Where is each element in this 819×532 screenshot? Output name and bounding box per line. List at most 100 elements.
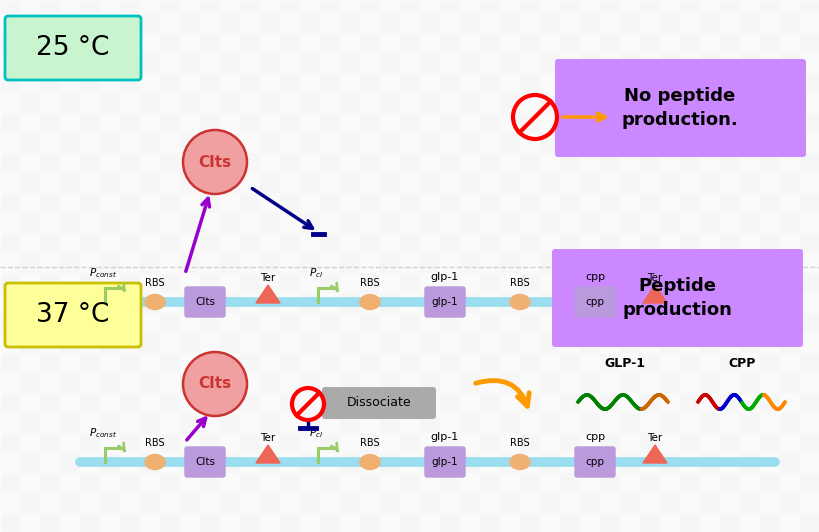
Bar [0, 232, 20, 252]
Bar [619, 152, 639, 172]
Bar [559, 312, 579, 332]
Bar [340, 92, 360, 112]
Bar [600, 252, 619, 272]
Bar [540, 512, 559, 532]
Bar [160, 12, 180, 32]
Bar [80, 392, 100, 412]
Bar [240, 112, 260, 132]
Bar [579, 0, 600, 12]
Bar [459, 492, 479, 512]
Bar [40, 0, 60, 12]
Bar [140, 72, 160, 92]
Bar [440, 92, 459, 112]
Bar [559, 92, 579, 112]
Bar [160, 332, 180, 352]
Bar [140, 112, 160, 132]
Bar [540, 232, 559, 252]
Bar [679, 232, 699, 252]
Bar [779, 432, 799, 452]
Bar [540, 112, 559, 132]
Bar [40, 412, 60, 432]
Bar [0, 192, 20, 212]
Bar [180, 152, 200, 172]
Bar [40, 92, 60, 112]
Bar [679, 212, 699, 232]
Bar [459, 72, 479, 92]
Bar [200, 12, 219, 32]
Bar [279, 452, 300, 472]
Bar [779, 372, 799, 392]
Bar [279, 432, 300, 452]
Bar [779, 392, 799, 412]
Bar [739, 312, 759, 332]
Bar [200, 372, 219, 392]
Bar [600, 152, 619, 172]
Bar [739, 252, 759, 272]
Bar [440, 392, 459, 412]
Bar [80, 72, 100, 92]
Bar [40, 312, 60, 332]
Bar [120, 72, 140, 92]
Bar [440, 272, 459, 292]
Bar [639, 252, 659, 272]
Bar [219, 272, 240, 292]
Bar [60, 312, 80, 332]
Bar [140, 312, 160, 332]
Bar [639, 232, 659, 252]
Bar [659, 392, 679, 412]
Bar [379, 392, 400, 412]
Bar [779, 272, 799, 292]
Bar [600, 412, 619, 432]
Bar [20, 192, 40, 212]
Bar [600, 32, 619, 52]
Bar [639, 432, 659, 452]
Polygon shape [642, 285, 666, 303]
Bar [180, 212, 200, 232]
Bar [360, 332, 379, 352]
Text: cpp: cpp [584, 272, 604, 282]
Bar [60, 112, 80, 132]
Bar [759, 272, 779, 292]
Bar [340, 372, 360, 392]
Bar [80, 512, 100, 532]
Bar [260, 392, 279, 412]
Bar [319, 472, 340, 492]
Bar [419, 132, 440, 152]
Bar [679, 412, 699, 432]
Bar [639, 192, 659, 212]
Bar [379, 292, 400, 312]
Bar [699, 132, 719, 152]
Bar [400, 372, 419, 392]
Bar [540, 332, 559, 352]
Bar [240, 432, 260, 452]
Bar [739, 132, 759, 152]
Bar [799, 112, 819, 132]
Bar [360, 492, 379, 512]
Bar [60, 292, 80, 312]
Bar [240, 372, 260, 392]
Bar [519, 152, 540, 172]
Bar [379, 12, 400, 32]
Bar [340, 252, 360, 272]
Text: GLP-1: GLP-1 [604, 357, 645, 370]
Bar [579, 32, 600, 52]
Bar [419, 412, 440, 432]
Bar [240, 212, 260, 232]
Bar [559, 432, 579, 452]
Bar [360, 172, 379, 192]
Bar [319, 492, 340, 512]
Bar [619, 372, 639, 392]
Bar [200, 172, 219, 192]
Bar [699, 12, 719, 32]
Bar [779, 412, 799, 432]
Bar [100, 352, 120, 372]
Bar [759, 132, 779, 152]
Bar [140, 272, 160, 292]
Bar [459, 452, 479, 472]
Bar [619, 12, 639, 32]
Bar [600, 352, 619, 372]
Bar [659, 212, 679, 232]
Bar [279, 492, 300, 512]
Bar [219, 232, 240, 252]
Bar [240, 312, 260, 332]
